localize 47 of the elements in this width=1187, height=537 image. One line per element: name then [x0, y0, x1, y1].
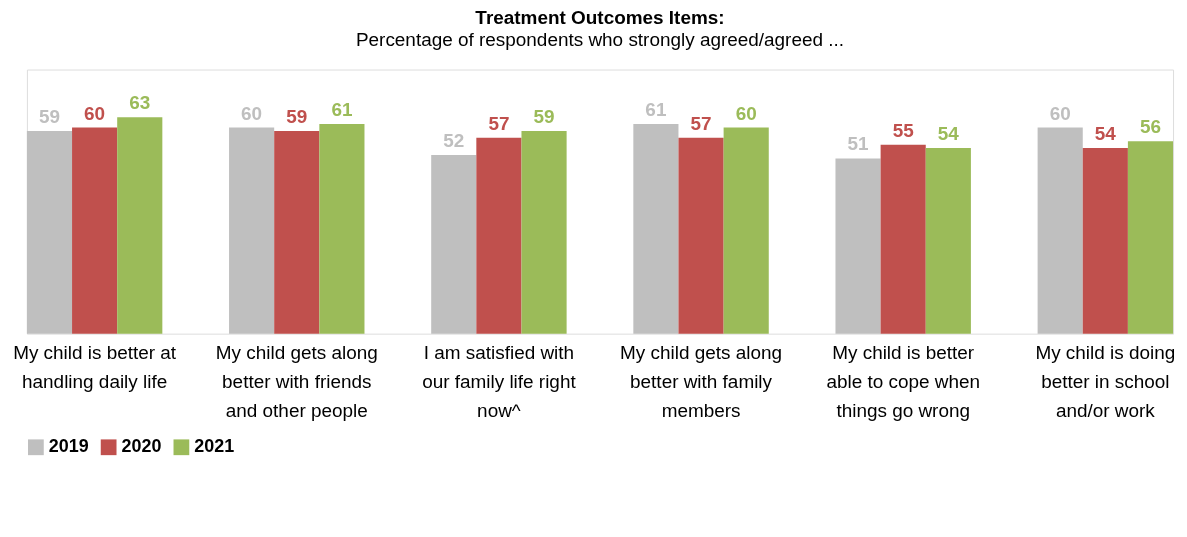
- bar: [835, 158, 881, 334]
- x-tick-label: My child gets along better with family members: [620, 342, 783, 421]
- data-label: 57: [690, 112, 712, 134]
- bar: [431, 154, 477, 334]
- data-label: 51: [847, 133, 869, 155]
- data-label: 55: [892, 119, 914, 141]
- bar: [274, 130, 320, 334]
- bar: [1127, 141, 1174, 334]
- data-label: 60: [1049, 102, 1071, 124]
- bar: [925, 148, 971, 334]
- x-tick-label: I am satisfied with our family life right now^: [422, 342, 577, 421]
- bar: [26, 130, 73, 334]
- bar: [1037, 127, 1083, 334]
- bar: [723, 127, 769, 334]
- bar: [678, 137, 724, 334]
- x-tick-label: My child gets along better with friends and other people: [215, 342, 378, 421]
- data-label: 59: [38, 105, 61, 127]
- data-label: 60: [735, 102, 757, 124]
- bar: [633, 124, 679, 334]
- data-label: 61: [331, 99, 353, 121]
- bar: [521, 130, 567, 334]
- data-label: 61: [645, 99, 667, 121]
- bar: [319, 124, 365, 334]
- legend-label: 2020: [121, 436, 162, 457]
- x-tick-label: My child is better able to cope when things go wrong: [826, 342, 980, 421]
- legend-label: 2019: [48, 436, 89, 457]
- bar: [117, 117, 163, 334]
- data-label: 57: [488, 112, 510, 134]
- bar: [1082, 148, 1128, 334]
- data-label: 63: [129, 92, 151, 114]
- chart-title: Treatment Outcomes Items:: [475, 6, 725, 28]
- data-label: 52: [443, 130, 465, 151]
- bar: [476, 137, 522, 334]
- bar: [880, 144, 926, 334]
- data-label: 59: [286, 105, 308, 127]
- chart-subtitle: Percentage of respondents who strongly agreed/agreed ...: [355, 28, 845, 50]
- legend-label: 2021: [194, 436, 235, 457]
- data-label: 59: [533, 105, 555, 127]
- data-label: 60: [84, 102, 106, 124]
- bar: [72, 127, 118, 334]
- data-label: 54: [1094, 123, 1117, 145]
- x-tick-label: My child is better at handling daily life: [13, 342, 177, 392]
- bar: [229, 127, 275, 334]
- data-label: 54: [937, 123, 960, 145]
- data-label: 56: [1139, 116, 1162, 138]
- data-label: 60: [241, 102, 263, 124]
- x-tick-label: My child is doing better in school and/or work: [1035, 342, 1176, 421]
